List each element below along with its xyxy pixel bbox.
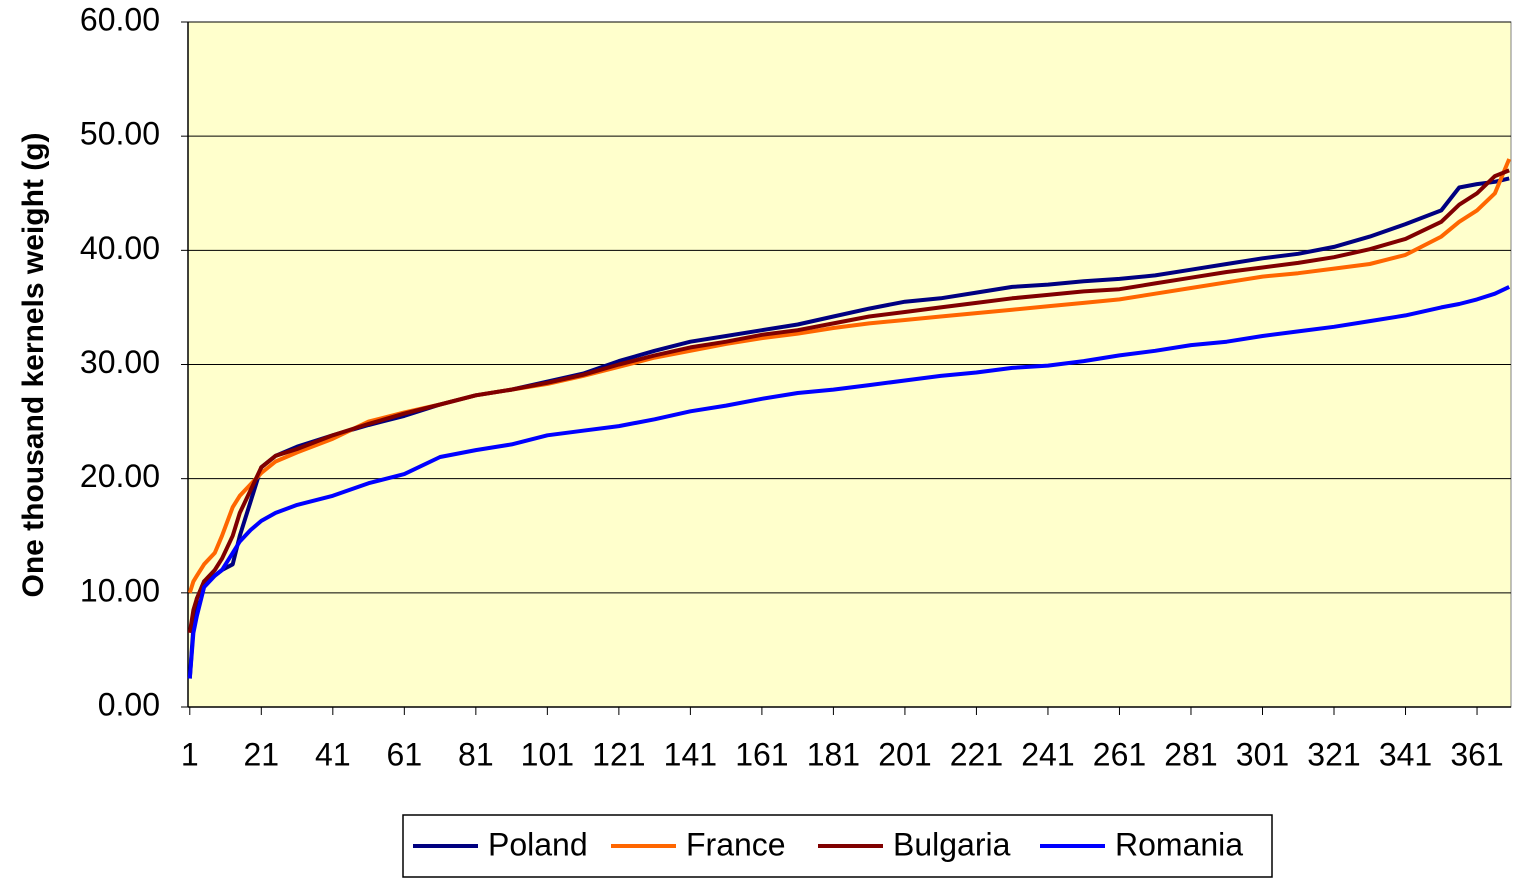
y-tick-label: 0.00 xyxy=(98,686,160,722)
x-tick-label: 321 xyxy=(1307,736,1360,772)
line-series xyxy=(187,176,1510,679)
x-tick-label: 141 xyxy=(664,736,717,772)
x-tick-label: 261 xyxy=(1093,736,1146,772)
x-tick-label: 361 xyxy=(1450,736,1503,772)
y-tick-label: 20.00 xyxy=(80,458,160,494)
x-tick-label: 301 xyxy=(1236,736,1289,772)
line-series xyxy=(187,168,1510,634)
legend-label: Poland xyxy=(488,826,588,862)
x-tick-label: 281 xyxy=(1164,736,1217,772)
x-tick-label: 201 xyxy=(878,736,931,772)
legend-label: Bulgaria xyxy=(893,826,1011,862)
line-series xyxy=(187,285,1511,679)
legend-label: France xyxy=(686,826,786,862)
x-tick-label: 341 xyxy=(1379,736,1432,772)
y-tick-label: 50.00 xyxy=(80,116,160,152)
y-tick-label: 30.00 xyxy=(80,344,160,380)
x-tick-label: 241 xyxy=(1021,736,1074,772)
x-tick-label: 41 xyxy=(315,736,351,772)
x-tick-label: 61 xyxy=(387,736,423,772)
x-tick-label: 221 xyxy=(950,736,1003,772)
y-tick-label: 60.00 xyxy=(80,1,160,37)
y-tick-label: 40.00 xyxy=(80,230,160,266)
y-tick-label: 10.00 xyxy=(80,572,160,608)
x-tick-label: 21 xyxy=(244,736,280,772)
y-axis-label: One thousand kernels weight (g) xyxy=(17,132,50,597)
x-tick-label: 161 xyxy=(735,736,788,772)
legend-label: Romania xyxy=(1115,826,1243,862)
x-tick-label: 101 xyxy=(521,736,574,772)
x-tick-label: 181 xyxy=(807,736,860,772)
line-series xyxy=(187,158,1512,594)
x-tick-label: 1 xyxy=(181,736,199,772)
x-tick-label: 81 xyxy=(458,736,494,772)
x-tick-label: 121 xyxy=(592,736,645,772)
